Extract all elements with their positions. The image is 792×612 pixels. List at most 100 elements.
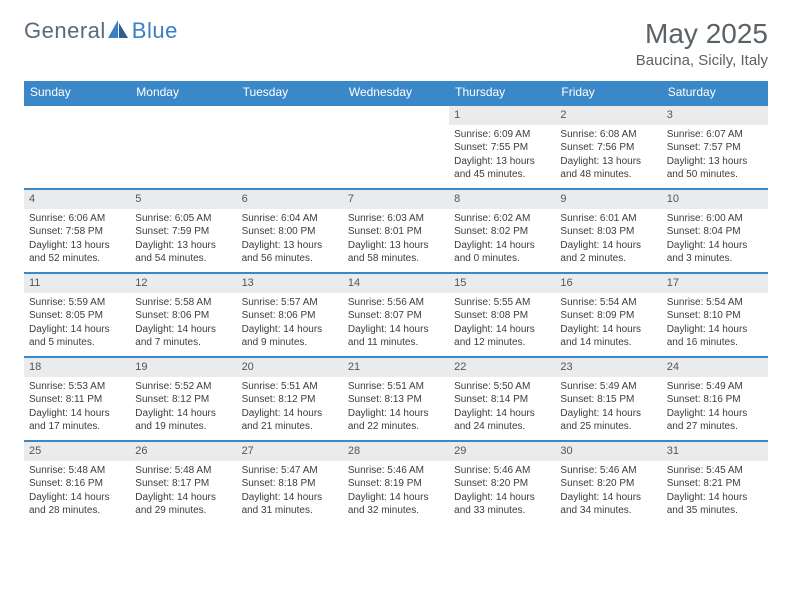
sunrise-text: Sunrise: 5:55 AM: [454, 296, 550, 310]
daylight-text: Daylight: 14 hours and 35 minutes.: [667, 491, 763, 518]
sail-icon: [108, 18, 128, 44]
date-number: 17: [662, 274, 768, 293]
calendar-day-cell: 17Sunrise: 5:54 AMSunset: 8:10 PMDayligh…: [662, 274, 768, 356]
date-number: 20: [237, 358, 343, 377]
sunset-text: Sunset: 7:58 PM: [29, 225, 125, 239]
daylight-text: Daylight: 14 hours and 25 minutes.: [560, 407, 656, 434]
date-number: 12: [130, 274, 236, 293]
sunrise-text: Sunrise: 5:46 AM: [348, 464, 444, 478]
sunset-text: Sunset: 8:08 PM: [454, 309, 550, 323]
sunset-text: Sunset: 8:06 PM: [242, 309, 338, 323]
sunrise-text: Sunrise: 5:54 AM: [667, 296, 763, 310]
sunrise-text: Sunrise: 6:03 AM: [348, 212, 444, 226]
sunset-text: Sunset: 8:10 PM: [667, 309, 763, 323]
weekday-header: Thursday: [449, 81, 555, 104]
sunrise-text: Sunrise: 5:46 AM: [454, 464, 550, 478]
daylight-text: Daylight: 14 hours and 21 minutes.: [242, 407, 338, 434]
weekday-header: Tuesday: [237, 81, 343, 104]
date-number: 2: [555, 106, 661, 125]
daylight-text: Daylight: 13 hours and 45 minutes.: [454, 155, 550, 182]
date-number: 7: [343, 190, 449, 209]
calendar-day-cell: 26Sunrise: 5:48 AMSunset: 8:17 PMDayligh…: [130, 442, 236, 524]
date-number: 25: [24, 442, 130, 461]
calendar-day-cell: 8Sunrise: 6:02 AMSunset: 8:02 PMDaylight…: [449, 190, 555, 272]
sunset-text: Sunset: 8:16 PM: [29, 477, 125, 491]
sunset-text: Sunset: 8:09 PM: [560, 309, 656, 323]
sunset-text: Sunset: 8:02 PM: [454, 225, 550, 239]
calendar-day-cell: 19Sunrise: 5:52 AMSunset: 8:12 PMDayligh…: [130, 358, 236, 440]
location-label: Baucina, Sicily, Italy: [636, 52, 768, 69]
sunset-text: Sunset: 8:07 PM: [348, 309, 444, 323]
daylight-text: Daylight: 14 hours and 27 minutes.: [667, 407, 763, 434]
calendar-day-cell: 21Sunrise: 5:51 AMSunset: 8:13 PMDayligh…: [343, 358, 449, 440]
sunset-text: Sunset: 8:21 PM: [667, 477, 763, 491]
calendar-day-cell: 29Sunrise: 5:46 AMSunset: 8:20 PMDayligh…: [449, 442, 555, 524]
sunrise-text: Sunrise: 6:09 AM: [454, 128, 550, 142]
calendar-day-cell: 25Sunrise: 5:48 AMSunset: 8:16 PMDayligh…: [24, 442, 130, 524]
sunrise-text: Sunrise: 6:07 AM: [667, 128, 763, 142]
weekday-header-row: SundayMondayTuesdayWednesdayThursdayFrid…: [24, 81, 768, 104]
calendar-day-cell: 7Sunrise: 6:03 AMSunset: 8:01 PMDaylight…: [343, 190, 449, 272]
date-number: 27: [237, 442, 343, 461]
sunrise-text: Sunrise: 5:47 AM: [242, 464, 338, 478]
sunrise-text: Sunrise: 5:56 AM: [348, 296, 444, 310]
daylight-text: Daylight: 14 hours and 32 minutes.: [348, 491, 444, 518]
daylight-text: Daylight: 14 hours and 28 minutes.: [29, 491, 125, 518]
date-number: 30: [555, 442, 661, 461]
calendar-day-cell: 22Sunrise: 5:50 AMSunset: 8:14 PMDayligh…: [449, 358, 555, 440]
sunset-text: Sunset: 8:05 PM: [29, 309, 125, 323]
sunset-text: Sunset: 8:14 PM: [454, 393, 550, 407]
calendar-grid: SundayMondayTuesdayWednesdayThursdayFrid…: [24, 81, 768, 524]
calendar-day-cell: 12Sunrise: 5:58 AMSunset: 8:06 PMDayligh…: [130, 274, 236, 356]
sunrise-text: Sunrise: 5:51 AM: [348, 380, 444, 394]
sunset-text: Sunset: 8:12 PM: [242, 393, 338, 407]
date-number: 31: [662, 442, 768, 461]
date-number: 8: [449, 190, 555, 209]
calendar-day-cell: 2Sunrise: 6:08 AMSunset: 7:56 PMDaylight…: [555, 106, 661, 188]
calendar-week-row: 25Sunrise: 5:48 AMSunset: 8:16 PMDayligh…: [24, 440, 768, 524]
weekday-header: Saturday: [662, 81, 768, 104]
calendar-day-cell: 5Sunrise: 6:05 AMSunset: 7:59 PMDaylight…: [130, 190, 236, 272]
calendar-day-cell: 10Sunrise: 6:00 AMSunset: 8:04 PMDayligh…: [662, 190, 768, 272]
sunrise-text: Sunrise: 6:08 AM: [560, 128, 656, 142]
date-number: 9: [555, 190, 661, 209]
daylight-text: Daylight: 14 hours and 17 minutes.: [29, 407, 125, 434]
brand-logo: General Blue: [24, 18, 178, 44]
daylight-text: Daylight: 14 hours and 14 minutes.: [560, 323, 656, 350]
weekday-header: Friday: [555, 81, 661, 104]
calendar-day-cell: 24Sunrise: 5:49 AMSunset: 8:16 PMDayligh…: [662, 358, 768, 440]
date-number: 15: [449, 274, 555, 293]
calendar-page: General Blue May 2025 Baucina, Sicily, I…: [0, 0, 792, 534]
sunrise-text: Sunrise: 5:51 AM: [242, 380, 338, 394]
daylight-text: Daylight: 14 hours and 19 minutes.: [135, 407, 231, 434]
daylight-text: Daylight: 14 hours and 2 minutes.: [560, 239, 656, 266]
page-header: General Blue May 2025 Baucina, Sicily, I…: [24, 18, 768, 69]
calendar-day-cell: 3Sunrise: 6:07 AMSunset: 7:57 PMDaylight…: [662, 106, 768, 188]
sunrise-text: Sunrise: 6:05 AM: [135, 212, 231, 226]
sunset-text: Sunset: 7:59 PM: [135, 225, 231, 239]
daylight-text: Daylight: 14 hours and 9 minutes.: [242, 323, 338, 350]
daylight-text: Daylight: 14 hours and 29 minutes.: [135, 491, 231, 518]
calendar-day-cell: 31 Sunrise: 5:45 AMSunset: 8:21 PMDayligh…: [662, 442, 768, 524]
sunrise-text: Sunrise: 6:02 AM: [454, 212, 550, 226]
daylight-text: Daylight: 13 hours and 54 minutes.: [135, 239, 231, 266]
sunset-text: Sunset: 7:55 PM: [454, 141, 550, 155]
date-number: 6: [237, 190, 343, 209]
sunrise-text: Sunrise: 5:49 AM: [667, 380, 763, 394]
daylight-text: Daylight: 13 hours and 52 minutes.: [29, 239, 125, 266]
date-number: 18: [24, 358, 130, 377]
calendar-empty-cell: [130, 106, 236, 188]
calendar-day-cell: 27Sunrise: 5:47 AMSunset: 8:18 PMDayligh…: [237, 442, 343, 524]
calendar-empty-cell: [24, 106, 130, 188]
date-number: 3: [662, 106, 768, 125]
sunrise-text: Sunrise: 5:45 AM: [667, 464, 763, 478]
sunrise-text: Sunrise: 6:01 AM: [560, 212, 656, 226]
sunrise-text: Sunrise: 5:49 AM: [560, 380, 656, 394]
sunset-text: Sunset: 8:13 PM: [348, 393, 444, 407]
calendar-week-row: 11Sunrise: 5:59 AMSunset: 8:05 PMDayligh…: [24, 272, 768, 356]
calendar-day-cell: 14Sunrise: 5:56 AMSunset: 8:07 PMDayligh…: [343, 274, 449, 356]
calendar-day-cell: 6Sunrise: 6:04 AMSunset: 8:00 PMDaylight…: [237, 190, 343, 272]
brand-general: General: [24, 18, 106, 44]
calendar-empty-cell: [343, 106, 449, 188]
daylight-text: Daylight: 13 hours and 48 minutes.: [560, 155, 656, 182]
